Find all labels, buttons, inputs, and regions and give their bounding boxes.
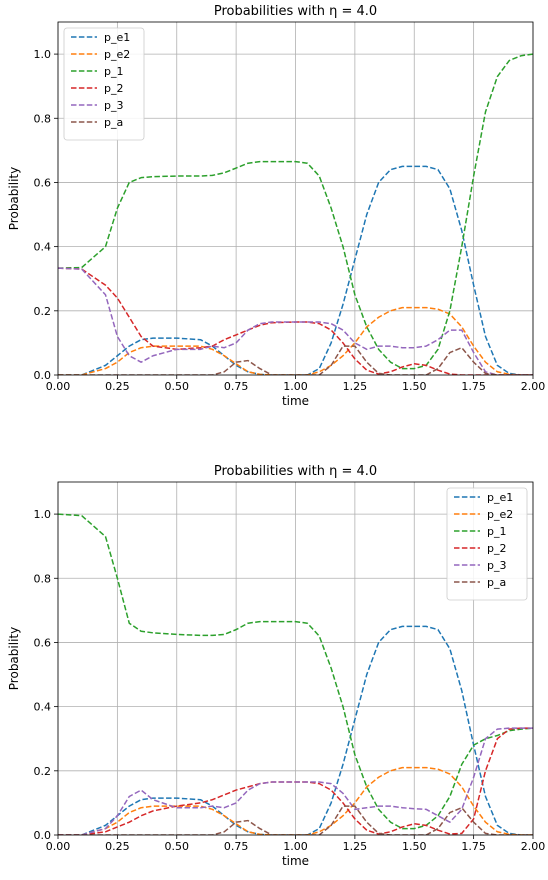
series-group (58, 513, 533, 835)
x-tick-label: 1.75 (461, 840, 486, 853)
legend: p_e1 p_e2 p_1 p_2 p_3 p_a (446, 487, 528, 601)
series-line-p-1 (58, 53, 533, 370)
legend-label: p_e2 (104, 48, 130, 61)
x-tick-label: 0.75 (224, 380, 249, 393)
y-tick-label: 0.8 (34, 112, 52, 125)
series-group (58, 53, 533, 375)
x-tick-label: 1.25 (343, 840, 368, 853)
legend-box (63, 27, 145, 141)
x-tick-label: 0.75 (224, 840, 249, 853)
legend-label: p_e2 (487, 508, 513, 521)
x-axis-label: time (282, 394, 309, 408)
y-tick-label: 0.2 (34, 305, 52, 318)
y-tick-label: 1.0 (34, 48, 52, 61)
x-tick-label: 0.50 (165, 380, 190, 393)
legend-label: p_e1 (487, 491, 513, 504)
y-axis-label: Probability (7, 167, 21, 230)
legend-label: p_1 (104, 65, 123, 78)
x-tick-label: 1.50 (402, 380, 427, 393)
y-tick-label: 0.6 (34, 176, 52, 189)
chart-top: Probabilities with η = 4.0 0.00 0.25 0.50 0… (7, 4, 545, 408)
legend-label: p_3 (104, 99, 123, 112)
x-tick-label: 1.50 (402, 840, 427, 853)
x-tick-label: 1.25 (343, 380, 368, 393)
y-tick-label: 0.4 (34, 701, 52, 714)
x-axis-label: time (282, 854, 309, 868)
x-tick-label: 1.00 (283, 380, 308, 393)
x-tick-label: 0.25 (105, 840, 130, 853)
legend: p_e1 p_e2 p_1 p_2 p_3 p_a (63, 27, 145, 141)
series-line-p-e1 (58, 165, 533, 375)
series-line-p-a (58, 345, 533, 375)
series-line-p-a (58, 805, 533, 835)
x-tick-label: 1.75 (461, 380, 486, 393)
y-tick-label: 0.6 (34, 636, 52, 649)
chart-title: Probabilities with η = 4.0 (214, 464, 377, 479)
x-tick-label: 2.00 (521, 840, 546, 853)
y-tick-label: 0.2 (34, 765, 52, 778)
x-tick-label: 0.25 (105, 380, 130, 393)
legend-label: p_2 (487, 542, 506, 555)
x-tick-label: 0.50 (165, 840, 190, 853)
y-tick-label: 0.0 (34, 829, 52, 842)
y-tick-label: 0.4 (34, 241, 52, 254)
y-tick-label: 1.0 (34, 508, 52, 521)
y-tick-label: 0.0 (34, 369, 52, 382)
legend-label: p_a (104, 116, 123, 129)
legend-label: p_2 (104, 82, 123, 95)
legend-label: p_a (487, 576, 506, 589)
x-tick-label: 2.00 (521, 380, 546, 393)
x-tick-label: 0.00 (46, 840, 71, 853)
series-line-p-2 (58, 727, 533, 835)
legend-label: p_e1 (104, 31, 130, 44)
x-tick-label: 1.00 (283, 840, 308, 853)
chart-bottom: Probabilities with η = 4.0 0.00 0.25 0.50 0… (7, 464, 545, 868)
series-line-p-2 (58, 267, 533, 375)
y-tick-label: 0.8 (34, 572, 52, 585)
plot-frame (57, 481, 534, 836)
series-line-p-e2 (58, 766, 533, 835)
y-axis-label: Probability (7, 627, 21, 690)
chart-title: Probabilities with η = 4.0 (214, 4, 377, 19)
series-line-p-1 (58, 513, 533, 830)
x-tick-label: 0.00 (46, 380, 71, 393)
legend-box (446, 487, 528, 601)
series-line-p-3 (58, 727, 533, 835)
plot-frame (57, 21, 534, 376)
series-line-p-3 (58, 267, 533, 375)
legend-label: p_3 (487, 559, 506, 572)
legend-label: p_1 (487, 525, 506, 538)
series-line-p-e2 (58, 306, 533, 375)
